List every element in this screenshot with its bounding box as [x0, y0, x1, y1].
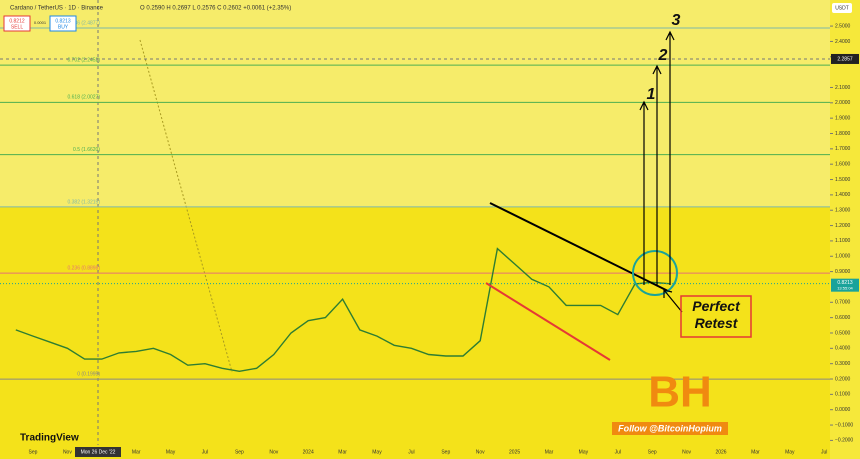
arrow-label: 1 [647, 86, 656, 103]
follow: Follow @BitcoinHopium [618, 423, 722, 433]
fib-label: 0.786 (2.4877) [67, 20, 100, 26]
y-tick-label: 0.5000 [835, 330, 851, 336]
x-tick-label: Nov [63, 449, 72, 455]
sell-price: 0.8212 [9, 18, 25, 24]
brand-mark: BH [648, 368, 712, 417]
y-tick-label: 0.1000 [835, 392, 851, 398]
arrows [639, 30, 683, 313]
support-line [485, 282, 611, 361]
x-tick-label: 2025 [509, 449, 520, 455]
x-tick-label: Sep [441, 449, 450, 455]
currency: USDT [835, 5, 849, 11]
x-tick-label: 2026 [715, 449, 726, 455]
retest-circle [632, 250, 678, 296]
countdown: 13:55:04 [837, 286, 853, 291]
x-tick-label: Nov [682, 449, 691, 455]
x-tick-label: Sep [29, 449, 38, 455]
x-tick-label: Mar [338, 449, 347, 455]
y-tick-label: 1.4000 [835, 192, 851, 198]
x-tick-label: Jul [202, 449, 208, 455]
x-tick-label: May [785, 449, 795, 455]
y-tick-label: 0.2000 [835, 376, 851, 382]
x-tick-label: May [579, 449, 589, 455]
y-tick-label: 1.5000 [835, 177, 851, 183]
y-tick-label: 2.5000 [835, 23, 851, 29]
trend-line [489, 202, 669, 292]
x-tick-label: Mar [751, 449, 760, 455]
sell-label: SELL [11, 24, 23, 30]
drawing-line [139, 39, 233, 373]
x-tick-label: Sep [235, 449, 244, 455]
y-tick-label: 1.2000 [835, 223, 851, 229]
x-tick-label: Jul [408, 449, 414, 455]
y-tick-label: 1.8000 [835, 131, 851, 137]
x-tick-label: Nov [476, 449, 485, 455]
price-line [15, 247, 670, 373]
y-tick-label: −0.2000 [835, 438, 853, 444]
buy-price: 0.8213 [55, 18, 71, 24]
fib-label: 0 (0.1995) [77, 371, 100, 377]
x-tick-label: Nov [269, 449, 278, 455]
y-tick-label: 2.1000 [835, 85, 851, 91]
annotation: Perfect Retest [692, 298, 740, 331]
y-tick-label: 1.0000 [835, 254, 851, 260]
buy-button[interactable] [49, 15, 77, 32]
crosshair-date: Mon 26 Dec '22 [81, 449, 116, 455]
x-tick-label: May [166, 449, 176, 455]
follow-box [612, 422, 728, 435]
x-tick-label: May [372, 449, 382, 455]
buy-label: BUY [58, 24, 69, 30]
x-tick-label: Sep [648, 449, 657, 455]
x-tick-label: Mar [545, 449, 554, 455]
arrow-label: 3 [672, 12, 681, 29]
y-tick-label: 2.0000 [835, 100, 851, 106]
fib-band [0, 0, 830, 207]
y-tick-label: 1.3000 [835, 208, 851, 214]
last-price-box [831, 278, 859, 292]
fib-label: 0.618 (2.0027) [67, 95, 100, 101]
crosshair-price-box [831, 53, 859, 64]
y-tick-label: −0.1000 [835, 422, 853, 428]
x-tick-label: 2024 [303, 449, 314, 455]
spread: 0.0001 [34, 20, 47, 25]
y-tick-label: 1.7000 [835, 146, 851, 152]
y-tick-label: 0.3000 [835, 361, 851, 367]
x-tick-label: Jul [615, 449, 621, 455]
fib-label: 0.702 (2.2452) [67, 58, 100, 64]
x-tick-label: Mar [132, 449, 141, 455]
y-tick-label: 1.1000 [835, 238, 851, 244]
price-axis [830, 0, 860, 459]
arrow-label: 2 [658, 47, 668, 64]
crosshair-date-box [75, 447, 121, 457]
y-tick-label: 1.9000 [835, 115, 851, 121]
y-tick-label: 0.4000 [835, 346, 851, 352]
last-price: 0.8213 [837, 280, 853, 286]
x-tick-label: Jul [821, 449, 827, 455]
y-tick-label: 0.6000 [835, 315, 851, 321]
annotation-box [680, 295, 752, 338]
fib-label: 0.236 (0.8898) [67, 265, 100, 271]
y-tick-label: 1.6000 [835, 162, 851, 168]
y-tick-label: 0.7000 [835, 300, 851, 306]
ohlc: O 0.2590 H 0.2697 L 0.2576 C 0.2602 +0.0… [140, 6, 291, 12]
currency-box[interactable] [832, 3, 852, 13]
sell-button[interactable] [3, 15, 31, 32]
symbol: Cardano / TetherUS · 1D · Binance [10, 6, 104, 12]
fib-label: 0.5 (1.6620) [73, 147, 100, 153]
y-tick-label: 2.4000 [835, 39, 851, 45]
logo: TradingView [20, 433, 79, 444]
y-tick-label: 0.0000 [835, 407, 851, 413]
fib-label: 0.382 (1.3215) [67, 199, 100, 205]
crosshair-price: 2.2857 [837, 56, 853, 62]
y-tick-label: 0.9000 [835, 269, 851, 275]
annotation-text: Perfect Retest [692, 298, 740, 331]
